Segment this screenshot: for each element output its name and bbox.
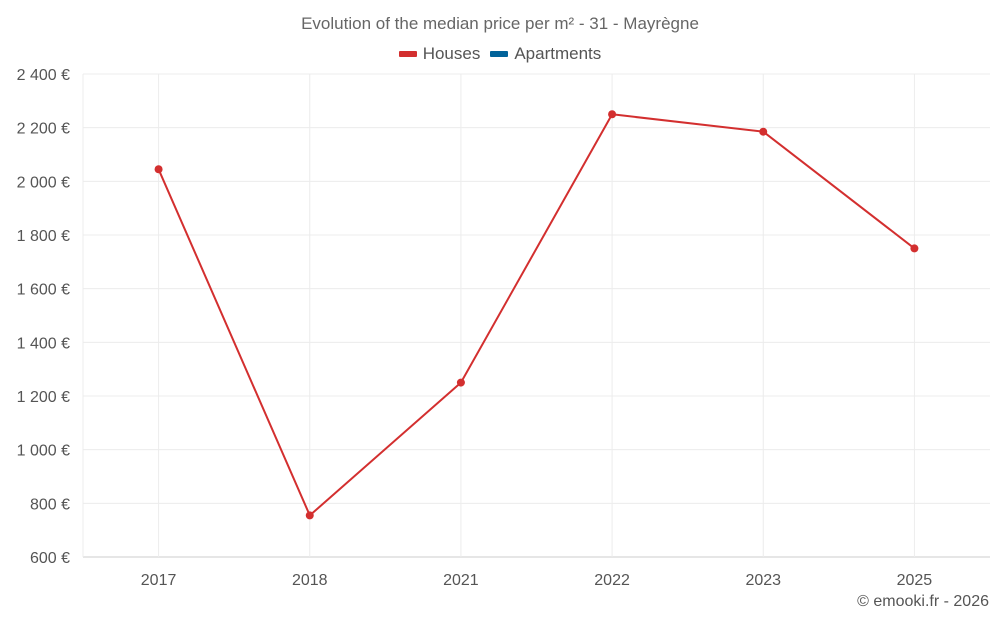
chart-title: Evolution of the median price per m² - 3… <box>301 14 699 33</box>
data-point-houses <box>154 165 163 174</box>
y-tick-label: 1 200 € <box>17 389 70 406</box>
data-point-houses <box>759 127 768 136</box>
legend-swatch-apartments <box>490 51 509 57</box>
x-tick-label: 2018 <box>292 572 328 589</box>
y-tick-label: 600 € <box>30 550 70 567</box>
legend-label-apartments: Apartments <box>514 44 602 63</box>
x-tick-label: 2022 <box>594 572 630 589</box>
y-tick-label: 2 200 € <box>17 121 70 138</box>
y-tick-label: 1 000 € <box>17 443 70 460</box>
series-line-houses <box>157 113 916 517</box>
y-tick-label: 1 400 € <box>17 335 70 352</box>
data-point-houses <box>456 378 465 387</box>
data-point-houses <box>608 110 617 119</box>
x-tick-label: 2023 <box>745 572 781 589</box>
x-tick-label: 2025 <box>897 572 933 589</box>
legend: Houses Apartments <box>0 44 1000 64</box>
legend-item-houses[interactable]: Houses <box>398 44 481 64</box>
legend-item-apartments[interactable]: Apartments <box>490 44 601 64</box>
legend-label-houses: Houses <box>422 44 481 63</box>
data-point-houses <box>305 511 314 520</box>
x-tick-label: 2021 <box>443 572 479 589</box>
y-tick-label: 1 800 € <box>17 228 70 245</box>
copyright-credit: © emooki.fr - 2026 <box>857 593 989 610</box>
y-tick-label: 800 € <box>30 496 70 513</box>
x-tick-label: 2017 <box>141 572 177 589</box>
data-point-houses <box>910 244 919 253</box>
y-tick-label: 2 400 € <box>17 67 70 84</box>
y-tick-label: 1 600 € <box>17 282 70 299</box>
y-tick-label: 2 000 € <box>17 174 70 191</box>
legend-swatch-houses <box>398 51 417 57</box>
